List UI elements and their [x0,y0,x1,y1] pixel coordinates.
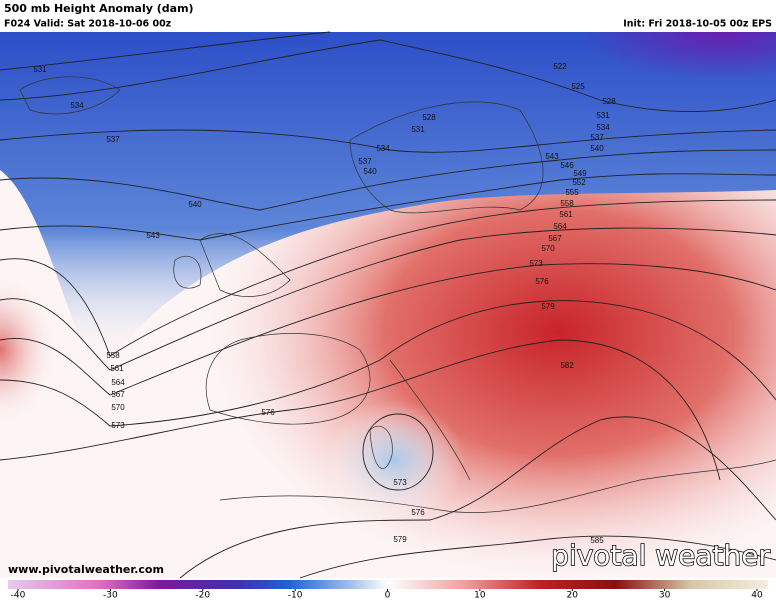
contour-label: 543 [146,231,160,240]
contour-label: 582 [560,361,574,370]
contour-label: 534 [70,101,84,110]
contour-label: 531 [596,111,610,120]
contour-label: 522 [553,62,567,71]
contour-label: 555 [565,188,579,197]
cutoff-low-anomaly [325,400,465,520]
map-title: 500 mb Height Anomaly (dam) [4,2,194,15]
contour-label: 576 [535,277,549,286]
contour-label: 558 [106,351,120,360]
colorbar-tick-label: -40 [11,591,26,601]
contour-label: 540 [188,200,202,209]
colorbar-tick-label: -20 [195,591,210,601]
contour-label: 543 [545,152,559,161]
contour-label: 537 [106,135,120,144]
contour-label: 573 [111,421,125,430]
colorbar-tick-label: 20 [567,591,579,601]
colorbar-tick-label: -30 [103,591,118,601]
contour-label: 570 [541,244,555,253]
colorbar-tick-label: 30 [659,591,671,601]
colorbar-tick-label: 10 [474,591,486,601]
contour-label: 525 [571,82,585,91]
colorbar-tick-label: 40 [751,591,763,601]
contour-label: 561 [559,210,573,219]
contour-label: 558 [560,199,574,208]
contour-label: 579 [541,302,555,311]
contour-label: 567 [548,234,562,243]
contour-labels: 5315345375405435585615645675705735765735… [33,62,616,545]
contour-label: 537 [358,157,372,166]
contour-label: 585 [590,536,604,545]
contour-label: 564 [111,378,125,387]
init-time: Init: Fri 2018-10-05 00z EPS [623,19,772,30]
contour-label: 567 [111,390,125,399]
valid-time: F024 Valid: Sat 2018-10-06 00z [4,19,172,30]
contour-label: 570 [111,403,125,412]
colorbar [8,580,768,589]
contour-label: 546 [560,161,574,170]
logo: pivotal weather [551,539,770,572]
colorbar-tick-label: -10 [288,591,303,601]
contour-label: 576 [411,508,425,517]
contour-label: 537 [590,133,604,142]
watermark: www.pivotalweather.com [8,563,164,576]
contour-label: 528 [422,113,436,122]
contour-label: 552 [572,178,586,187]
contour-label: 534 [376,144,390,153]
colorbar-tick-label: 0 [385,591,391,601]
contour-label: 540 [363,167,377,176]
contour-label: 573 [393,478,407,487]
contour-label: 531 [411,125,425,134]
contour-label: 564 [553,222,567,231]
contour-label: 534 [596,123,610,132]
contours [0,31,776,579]
contour-label: 573 [529,259,543,268]
contour-label: 549 [573,169,587,178]
contour-label: 576 [261,408,275,417]
contour-label: 531 [33,65,47,74]
colorbar-ticks: -40 -30 -20 -10 0 10 20 30 40 [11,589,763,601]
contour-label: 561 [110,364,124,373]
contour-label: 540 [590,144,604,153]
contour-label: 579 [393,535,407,544]
contour-label: 528 [602,97,616,106]
